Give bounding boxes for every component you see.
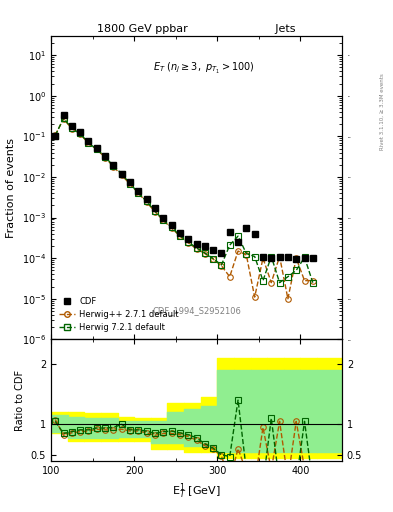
Text: Rivet 3.1.10, ≥ 3.3M events: Rivet 3.1.10, ≥ 3.3M events	[380, 73, 385, 150]
X-axis label: E$_T^1$ [GeV]: E$_T^1$ [GeV]	[172, 481, 221, 501]
Legend: CDF, Herwig++ 2.7.1 default, Herwig 7.2.1 default: CDF, Herwig++ 2.7.1 default, Herwig 7.2.…	[55, 293, 182, 335]
Title: 1800 GeV ppbar                         Jets: 1800 GeV ppbar Jets	[97, 24, 296, 34]
Y-axis label: Ratio to CDF: Ratio to CDF	[15, 370, 25, 431]
Text: CDF_1994_S2952106: CDF_1994_S2952106	[152, 306, 241, 315]
Text: $E_T\ (n_j \geq 3,\ p_{T_1} > 100)$: $E_T\ (n_j \geq 3,\ p_{T_1} > 100)$	[153, 60, 255, 75]
Y-axis label: Fraction of events: Fraction of events	[6, 138, 17, 238]
